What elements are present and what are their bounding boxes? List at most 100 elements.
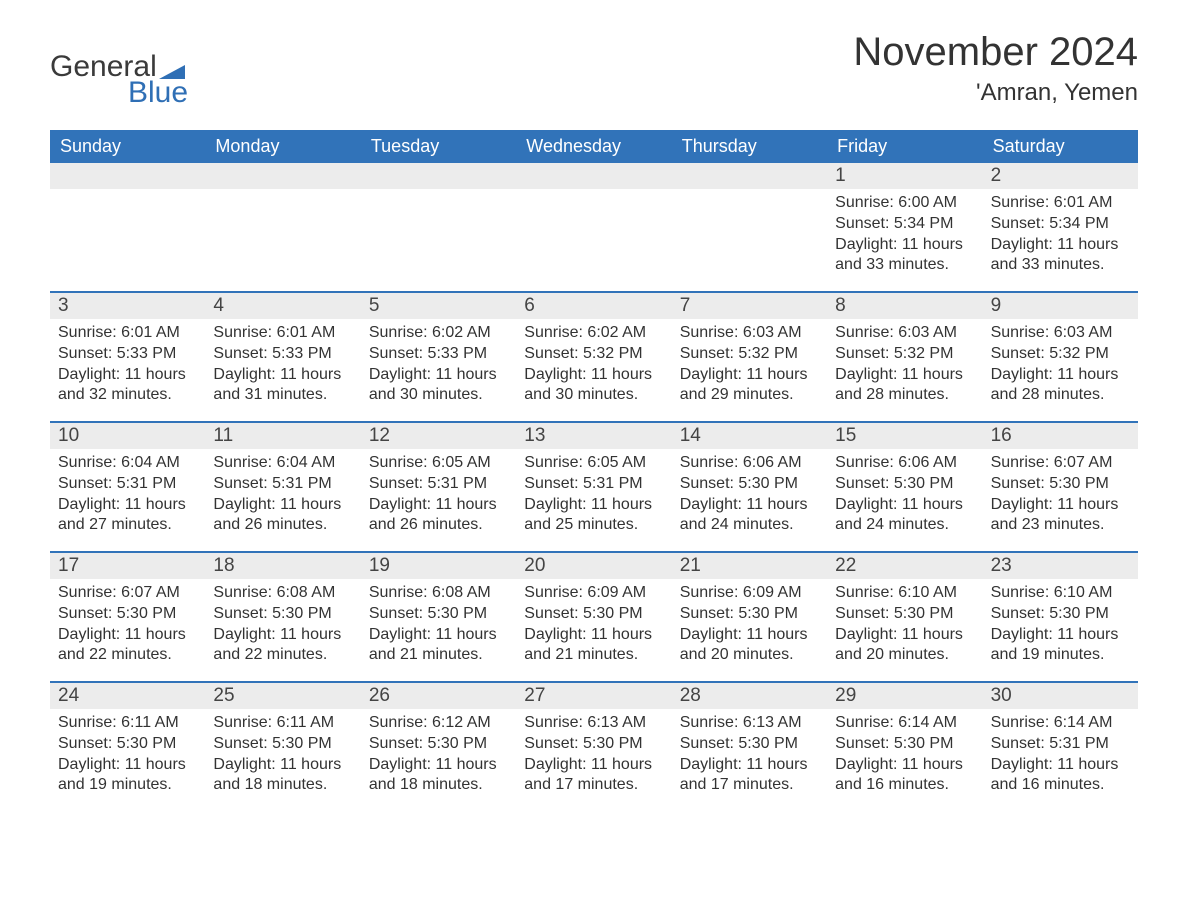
calendar-cell: 16Sunrise: 6:07 AMSunset: 5:30 PMDayligh… [983,423,1138,551]
dayname-thursday: Thursday [672,130,827,163]
daylight-text-2: and 30 minutes. [524,385,663,406]
calendar-cell: 11Sunrise: 6:04 AMSunset: 5:31 PMDayligh… [205,423,360,551]
daylight-text-2: and 21 minutes. [524,645,663,666]
daylight-text-2: and 27 minutes. [58,515,197,536]
weeks-container: 1Sunrise: 6:00 AMSunset: 5:34 PMDaylight… [50,163,1138,811]
cell-body: Sunrise: 6:14 AMSunset: 5:30 PMDaylight:… [827,709,982,804]
daylight-text: Daylight: 11 hours [991,625,1130,646]
daylight-text: Daylight: 11 hours [58,625,197,646]
day-number: 24 [50,683,205,709]
sunset-text: Sunset: 5:30 PM [835,474,974,495]
sunset-text: Sunset: 5:30 PM [369,734,508,755]
daylight-text-2: and 19 minutes. [58,775,197,796]
week-row: 3Sunrise: 6:01 AMSunset: 5:33 PMDaylight… [50,291,1138,421]
week-row: 10Sunrise: 6:04 AMSunset: 5:31 PMDayligh… [50,421,1138,551]
cell-body: Sunrise: 6:03 AMSunset: 5:32 PMDaylight:… [827,319,982,414]
calendar-cell: 1Sunrise: 6:00 AMSunset: 5:34 PMDaylight… [827,163,982,291]
daylight-text-2: and 23 minutes. [991,515,1130,536]
dayname-sunday: Sunday [50,130,205,163]
day-number: 28 [672,683,827,709]
daylight-text: Daylight: 11 hours [524,495,663,516]
daylight-text-2: and 33 minutes. [835,255,974,276]
calendar-cell: 21Sunrise: 6:09 AMSunset: 5:30 PMDayligh… [672,553,827,681]
calendar-cell: 8Sunrise: 6:03 AMSunset: 5:32 PMDaylight… [827,293,982,421]
sunrise-text: Sunrise: 6:11 AM [213,713,352,734]
cell-body: Sunrise: 6:00 AMSunset: 5:34 PMDaylight:… [827,189,982,284]
cell-body: Sunrise: 6:09 AMSunset: 5:30 PMDaylight:… [516,579,671,674]
sunrise-text: Sunrise: 6:04 AM [58,453,197,474]
location-label: 'Amran, Yemen [853,79,1138,107]
calendar-cell-empty [361,163,516,291]
calendar-cell-empty [672,163,827,291]
day-number: 17 [50,553,205,579]
cell-body: Sunrise: 6:01 AMSunset: 5:33 PMDaylight:… [205,319,360,414]
daylight-text: Daylight: 11 hours [835,235,974,256]
calendar-cell: 13Sunrise: 6:05 AMSunset: 5:31 PMDayligh… [516,423,671,551]
day-number [672,163,827,189]
cell-body: Sunrise: 6:05 AMSunset: 5:31 PMDaylight:… [361,449,516,544]
sunset-text: Sunset: 5:32 PM [991,344,1130,365]
daylight-text: Daylight: 11 hours [369,625,508,646]
calendar-cell: 7Sunrise: 6:03 AMSunset: 5:32 PMDaylight… [672,293,827,421]
cell-body: Sunrise: 6:02 AMSunset: 5:33 PMDaylight:… [361,319,516,414]
sunset-text: Sunset: 5:32 PM [680,344,819,365]
day-number: 13 [516,423,671,449]
sunset-text: Sunset: 5:30 PM [213,734,352,755]
sunrise-text: Sunrise: 6:10 AM [835,583,974,604]
sunrise-text: Sunrise: 6:13 AM [524,713,663,734]
cell-body: Sunrise: 6:06 AMSunset: 5:30 PMDaylight:… [827,449,982,544]
calendar-cell: 27Sunrise: 6:13 AMSunset: 5:30 PMDayligh… [516,683,671,811]
daylight-text-2: and 30 minutes. [369,385,508,406]
sunset-text: Sunset: 5:31 PM [58,474,197,495]
day-number: 21 [672,553,827,579]
daylight-text: Daylight: 11 hours [835,365,974,386]
calendar-cell: 2Sunrise: 6:01 AMSunset: 5:34 PMDaylight… [983,163,1138,291]
sunrise-text: Sunrise: 6:14 AM [835,713,974,734]
cell-body: Sunrise: 6:13 AMSunset: 5:30 PMDaylight:… [672,709,827,804]
daylight-text-2: and 17 minutes. [680,775,819,796]
sunset-text: Sunset: 5:30 PM [991,474,1130,495]
day-number: 18 [205,553,360,579]
sunrise-text: Sunrise: 6:09 AM [524,583,663,604]
calendar-cell: 12Sunrise: 6:05 AMSunset: 5:31 PMDayligh… [361,423,516,551]
day-number: 27 [516,683,671,709]
day-number: 6 [516,293,671,319]
sunset-text: Sunset: 5:33 PM [213,344,352,365]
dayname-tuesday: Tuesday [361,130,516,163]
daylight-text: Daylight: 11 hours [991,235,1130,256]
sunrise-text: Sunrise: 6:06 AM [680,453,819,474]
calendar-cell: 15Sunrise: 6:06 AMSunset: 5:30 PMDayligh… [827,423,982,551]
logo: General Blue [50,50,188,110]
sunset-text: Sunset: 5:30 PM [58,734,197,755]
calendar-cell: 18Sunrise: 6:08 AMSunset: 5:30 PMDayligh… [205,553,360,681]
sunrise-text: Sunrise: 6:11 AM [58,713,197,734]
day-number: 10 [50,423,205,449]
sunset-text: Sunset: 5:34 PM [991,214,1130,235]
daylight-text: Daylight: 11 hours [213,755,352,776]
sunrise-text: Sunrise: 6:12 AM [369,713,508,734]
sunset-text: Sunset: 5:33 PM [58,344,197,365]
calendar-cell: 6Sunrise: 6:02 AMSunset: 5:32 PMDaylight… [516,293,671,421]
daylight-text-2: and 18 minutes. [369,775,508,796]
sunset-text: Sunset: 5:30 PM [369,604,508,625]
cell-body: Sunrise: 6:12 AMSunset: 5:30 PMDaylight:… [361,709,516,804]
sunrise-text: Sunrise: 6:06 AM [835,453,974,474]
sunrise-text: Sunrise: 6:10 AM [991,583,1130,604]
day-number [50,163,205,189]
calendar-cell: 19Sunrise: 6:08 AMSunset: 5:30 PMDayligh… [361,553,516,681]
day-number: 14 [672,423,827,449]
daylight-text: Daylight: 11 hours [524,365,663,386]
sunrise-text: Sunrise: 6:01 AM [213,323,352,344]
cell-body: Sunrise: 6:04 AMSunset: 5:31 PMDaylight:… [50,449,205,544]
daylight-text-2: and 24 minutes. [835,515,974,536]
daylight-text-2: and 21 minutes. [369,645,508,666]
daylight-text-2: and 19 minutes. [991,645,1130,666]
daylight-text: Daylight: 11 hours [524,625,663,646]
day-number: 16 [983,423,1138,449]
daylight-text-2: and 31 minutes. [213,385,352,406]
daylight-text: Daylight: 11 hours [991,755,1130,776]
cell-body: Sunrise: 6:07 AMSunset: 5:30 PMDaylight:… [983,449,1138,544]
week-row: 1Sunrise: 6:00 AMSunset: 5:34 PMDaylight… [50,163,1138,291]
day-number: 4 [205,293,360,319]
calendar-cell: 28Sunrise: 6:13 AMSunset: 5:30 PMDayligh… [672,683,827,811]
